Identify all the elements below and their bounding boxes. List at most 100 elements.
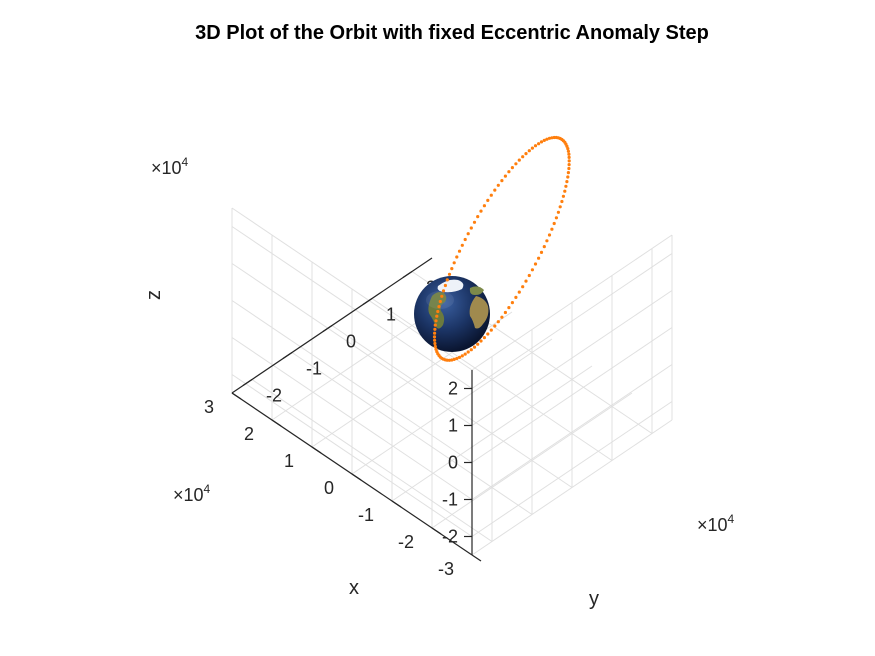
x-tick-label: 2 xyxy=(244,424,254,444)
y-axis-multiplier: ×104 xyxy=(697,512,735,535)
x-tick-label: 0 xyxy=(324,478,334,498)
orbit-point xyxy=(550,227,554,231)
orbit-point xyxy=(565,180,569,184)
orbit-point xyxy=(563,189,567,193)
orbit-point xyxy=(434,319,438,323)
x-tick-label: -1 xyxy=(358,505,374,525)
orbit-point xyxy=(463,237,467,242)
orbit-point xyxy=(486,198,490,202)
orbit-point xyxy=(450,267,454,271)
y-tick-mark xyxy=(402,271,413,278)
orbit-point xyxy=(542,138,546,142)
grid-line xyxy=(471,234,673,371)
y-tick-mark xyxy=(242,379,253,386)
grid-line xyxy=(331,325,573,488)
orbit-point xyxy=(457,355,462,359)
orbit-point xyxy=(552,221,556,226)
tick-marks xyxy=(231,271,482,562)
orbit-point xyxy=(565,144,569,148)
x-tick-mark xyxy=(271,419,282,427)
orbit-point xyxy=(436,309,440,314)
orbit-point xyxy=(469,348,473,352)
orbit-point xyxy=(552,135,556,140)
x-tick-label: 3 xyxy=(204,397,214,417)
earth-globe xyxy=(414,276,490,352)
orbit-point xyxy=(460,243,464,247)
orbit-point xyxy=(496,320,500,324)
orbit-point xyxy=(567,155,571,159)
orbit-point xyxy=(489,328,493,332)
z-axis-label: z xyxy=(143,290,165,300)
orbit-point xyxy=(567,163,571,167)
orbit-point xyxy=(566,149,571,153)
orbit-point xyxy=(496,183,500,187)
orbit-point xyxy=(447,272,452,276)
orbit-point xyxy=(524,152,528,156)
orbit-point xyxy=(542,245,546,249)
axis-labels: x y z xyxy=(143,290,599,610)
orbit-point xyxy=(547,233,552,237)
orbit-point xyxy=(479,209,483,213)
orbit-point xyxy=(564,184,568,188)
y-tick-label: -2 xyxy=(266,386,282,406)
grid-line xyxy=(371,298,613,461)
orbit-point xyxy=(537,142,541,146)
orbit-point xyxy=(433,331,437,335)
earth-sphere xyxy=(414,276,490,352)
x-axis-label: x xyxy=(349,577,359,599)
orbit-point xyxy=(493,188,497,192)
orbit-point xyxy=(455,255,459,259)
grid-line xyxy=(471,327,673,463)
x-tick-mark xyxy=(311,446,322,454)
orbit-point xyxy=(438,299,442,304)
orbit-point xyxy=(433,344,437,349)
orbit-point xyxy=(524,279,528,283)
earth-land-africa xyxy=(469,296,489,329)
orbit-point xyxy=(493,324,497,328)
orbit-point xyxy=(547,136,552,140)
orbit-point xyxy=(517,158,521,162)
x-axis-multiplier: ×104 xyxy=(173,482,211,505)
z-tick-label: 0 xyxy=(448,453,458,473)
orbit-point xyxy=(566,175,570,179)
orbit-point xyxy=(507,306,511,310)
orbit-point xyxy=(521,155,525,159)
orbit-point xyxy=(452,261,456,265)
orbit-point xyxy=(466,350,470,354)
x-tick-mark xyxy=(471,554,482,562)
orbit-point xyxy=(440,294,444,298)
grid-line xyxy=(291,352,533,515)
grid-line xyxy=(231,374,473,537)
axis-multipliers: ×104 ×104 ×104 xyxy=(151,155,735,535)
earth-ice-greenland xyxy=(437,279,464,293)
orbit-point xyxy=(539,250,544,254)
orbit-point xyxy=(510,301,514,305)
orbit-point xyxy=(527,149,531,153)
x-tick-mark xyxy=(431,527,442,535)
orbit-point xyxy=(560,199,564,204)
orbit-point xyxy=(537,256,541,260)
orbit-point xyxy=(530,146,535,150)
orbit-point xyxy=(433,327,437,331)
orbit-point xyxy=(443,283,447,288)
orbit-point xyxy=(463,352,467,356)
orbit-point xyxy=(530,268,535,272)
orbit-point xyxy=(445,278,449,282)
orbit-point xyxy=(476,215,480,219)
orbit-point xyxy=(472,220,477,224)
orbit-point xyxy=(503,174,507,178)
orbit-point xyxy=(545,137,549,141)
orbit-point xyxy=(466,232,470,236)
orbit-point xyxy=(566,171,571,175)
orbit-point xyxy=(558,205,562,209)
orbit-point xyxy=(533,144,538,148)
grid-line xyxy=(471,364,673,500)
orbit-point xyxy=(510,166,514,170)
grid-line xyxy=(471,290,673,426)
z-tick-label: 1 xyxy=(448,416,458,436)
y-tick-label: -1 xyxy=(306,359,322,379)
orbit-point xyxy=(476,342,480,346)
orbit-point xyxy=(561,194,566,198)
